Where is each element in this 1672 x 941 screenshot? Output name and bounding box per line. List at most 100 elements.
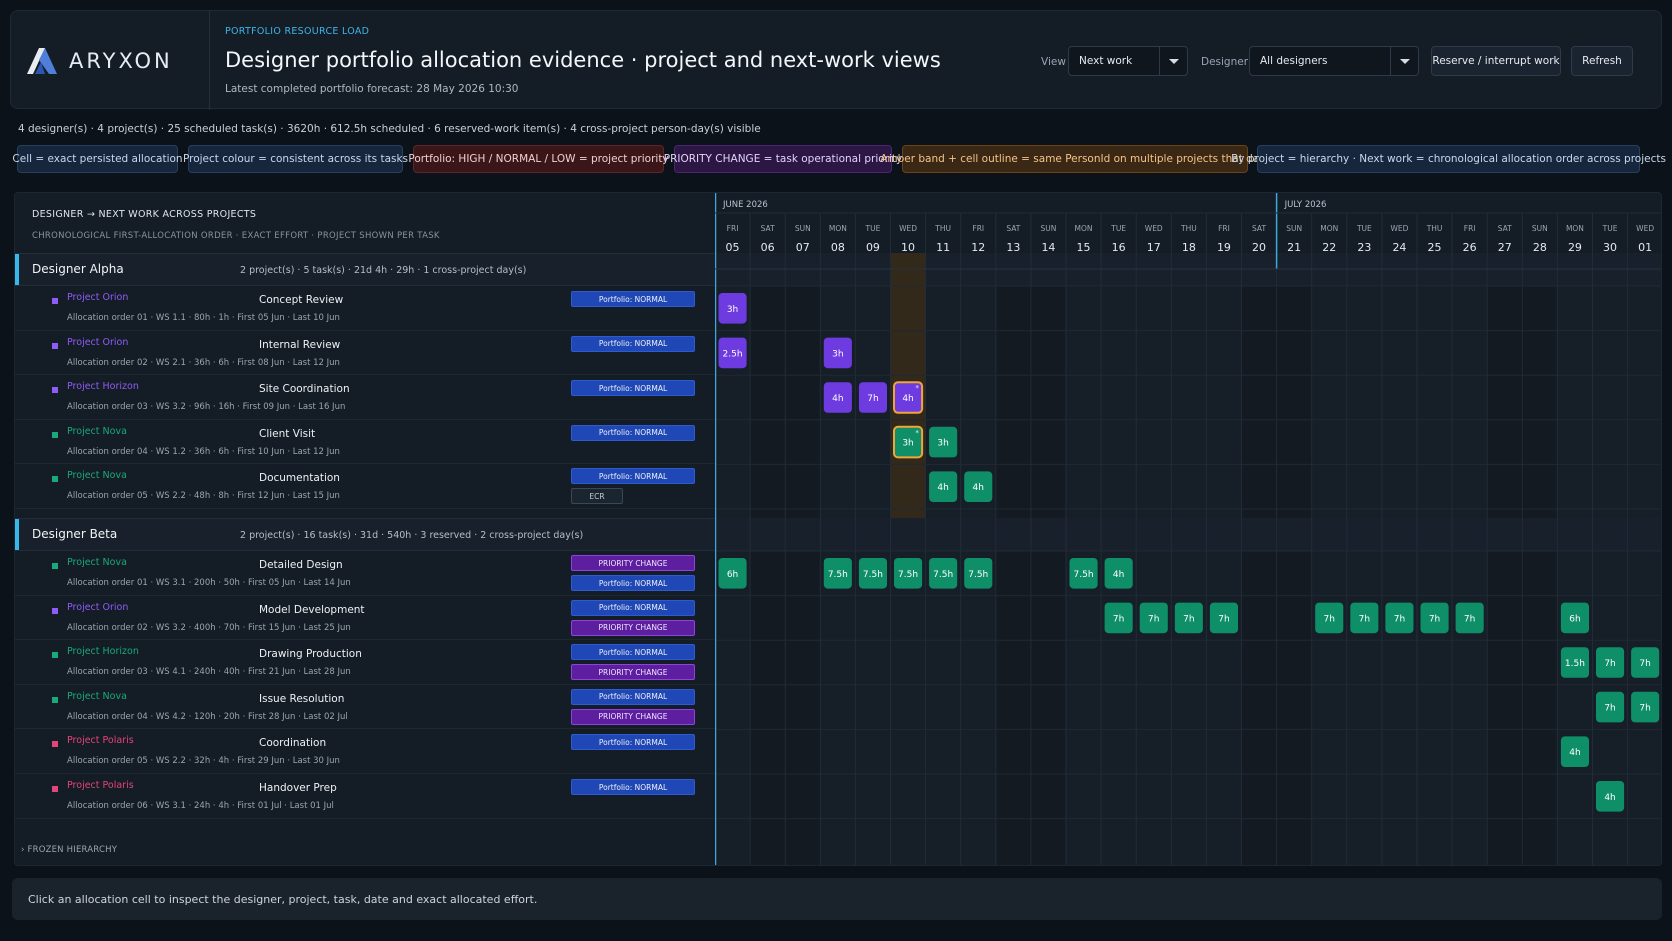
allocation-value: 7h bbox=[1639, 704, 1650, 714]
project-name[interactable]: Project Nova bbox=[67, 690, 127, 702]
allocation-cell[interactable] bbox=[718, 337, 747, 369]
allocation-value: 3h bbox=[902, 439, 913, 449]
task-row[interactable]: Project Orion Concept Review Allocation or… bbox=[15, 286, 715, 331]
allocation-value: 4h bbox=[973, 483, 984, 493]
allocation-cell[interactable] bbox=[1350, 602, 1379, 634]
project-name[interactable]: Project Nova bbox=[67, 557, 127, 568]
task-row[interactable]: Project Polaris Handover Prep Allocation o… bbox=[15, 774, 715, 819]
task-row[interactable]: Project Orion Model Development Allocation… bbox=[15, 596, 715, 641]
allocation-cell[interactable] bbox=[858, 382, 887, 413]
calendar-grid: JUNE 2026 JULY 2026 FRI 05 SAT 06 SUN 07 MON 08 TU… bbox=[715, 193, 1661, 865]
portfolio-summary: 4 designer(s) · 4 project(s) · 25 schedu… bbox=[18, 123, 761, 135]
designer-group-header[interactable]: Designer Alpha 2 project(s) · 5 task(s) ·… bbox=[15, 253, 715, 286]
portfolio-priority-badge: Portfolio: NORMAL bbox=[571, 291, 695, 307]
project-color-swatch bbox=[52, 563, 58, 569]
allocation-cell[interactable] bbox=[1455, 602, 1484, 634]
allocation-cell[interactable] bbox=[1104, 602, 1133, 634]
project-name[interactable]: Project Horizon bbox=[67, 646, 139, 658]
project-name[interactable]: Project Orion bbox=[67, 601, 129, 613]
project-name[interactable]: Project Polaris bbox=[67, 735, 134, 747]
allocation-value: 3h bbox=[727, 305, 738, 315]
reserve-interrupt-button[interactable]: Reserve / interrupt work bbox=[1431, 46, 1561, 76]
task-list: DESIGNER → NEXT WORK ACROSS PROJECTS CHR… bbox=[15, 193, 715, 865]
allocation-value: 3h bbox=[937, 439, 948, 449]
allocation-value: 7h bbox=[1324, 614, 1335, 624]
task-row[interactable]: Project Horizon Drawing Production Allocat… bbox=[15, 640, 715, 685]
allocation-cell[interactable] bbox=[1560, 736, 1589, 767]
task-row[interactable]: Project Nova Client Visit Allocation order… bbox=[15, 420, 715, 465]
weekend-column bbox=[1276, 269, 1312, 865]
allocation-cell[interactable] bbox=[894, 558, 923, 589]
allocation-cell[interactable] bbox=[1174, 602, 1203, 634]
allocation-cell[interactable] bbox=[893, 425, 924, 459]
task-row[interactable]: Project Polaris Coordination Allocation or… bbox=[15, 729, 715, 774]
allocation-cell[interactable] bbox=[1596, 647, 1625, 678]
allocation-cell[interactable] bbox=[718, 558, 747, 589]
allocation-cell[interactable] bbox=[823, 382, 852, 413]
project-name[interactable]: Project Nova bbox=[67, 470, 127, 482]
allocation-cell[interactable] bbox=[1560, 602, 1589, 634]
allocation-cell[interactable] bbox=[1596, 691, 1625, 723]
view-select[interactable]: Next work bbox=[1068, 46, 1188, 76]
frozen-hierarchy-toggle[interactable]: › FROZEN HIERARCHY bbox=[21, 845, 118, 855]
allocation-cell[interactable] bbox=[1209, 602, 1238, 634]
project-name[interactable]: Project Orion bbox=[67, 336, 129, 348]
allocation-cell[interactable] bbox=[858, 558, 887, 589]
allocation-cell[interactable] bbox=[1069, 558, 1098, 589]
allocation-cell[interactable] bbox=[1420, 602, 1449, 634]
day-of-week-label: THU bbox=[1426, 224, 1443, 233]
project-name[interactable]: Project Nova bbox=[67, 425, 127, 437]
allocation-cell[interactable] bbox=[929, 471, 958, 502]
task-name: Model Development bbox=[259, 603, 365, 616]
allocation-cell[interactable] bbox=[929, 558, 958, 589]
allocation-cell[interactable] bbox=[823, 558, 852, 589]
allocation-value: 3h bbox=[832, 349, 843, 359]
project-name[interactable]: Project Orion bbox=[67, 292, 129, 303]
day-of-week-label: SUN bbox=[1041, 224, 1057, 233]
day-number-label: 16 bbox=[1112, 241, 1126, 254]
portfolio-priority-badge: Portfolio: NORMAL bbox=[571, 734, 695, 751]
day-of-week-label: FRI bbox=[972, 224, 984, 233]
allocation-cell[interactable] bbox=[1104, 558, 1133, 589]
designer-group-header[interactable]: Designer Beta 2 project(s) · 16 task(s) ·… bbox=[15, 518, 715, 551]
allocation-cell[interactable] bbox=[1560, 647, 1589, 678]
legend-chip: PRIORITY CHANGE = task operational prior… bbox=[664, 145, 902, 173]
project-name[interactable]: Project Horizon bbox=[67, 381, 139, 393]
allocation-cell[interactable] bbox=[929, 426, 958, 458]
allocation-cell[interactable] bbox=[1631, 691, 1660, 723]
chevron-down-icon[interactable] bbox=[1159, 47, 1187, 75]
allocation-cell[interactable] bbox=[893, 381, 924, 414]
project-name[interactable]: Project Polaris bbox=[67, 780, 134, 791]
task-meta: Allocation order 06 · WS 3.1 · 24h · 4h … bbox=[67, 801, 334, 811]
designer-select[interactable]: All designers bbox=[1249, 46, 1419, 76]
portfolio-priority-badge: Portfolio: NORMAL bbox=[571, 335, 695, 352]
allocation-cell[interactable] bbox=[1385, 602, 1414, 634]
day-number-label: 20 bbox=[1252, 241, 1266, 254]
refresh-button[interactable]: Refresh bbox=[1571, 46, 1633, 76]
day-number-label: 28 bbox=[1533, 241, 1547, 254]
chevron-down-icon[interactable] bbox=[1390, 47, 1418, 75]
allocation-cell[interactable] bbox=[1139, 602, 1168, 634]
allocation-cell[interactable] bbox=[718, 293, 747, 324]
priority-change-badge: PRIORITY CHANGE bbox=[571, 664, 695, 681]
allocation-cell[interactable] bbox=[964, 558, 993, 589]
task-row[interactable]: Project Nova Documentation Allocation orde… bbox=[15, 464, 715, 509]
task-row[interactable]: Project Horizon Site Coordination Allocati… bbox=[15, 375, 715, 420]
task-name: Internal Review bbox=[259, 338, 341, 351]
allocation-cell[interactable] bbox=[1315, 602, 1344, 634]
allocation-cell[interactable] bbox=[1631, 647, 1660, 678]
allocation-cell[interactable] bbox=[1596, 781, 1625, 812]
legend-chip: By project = hierarchy · Next work = chr… bbox=[1231, 145, 1666, 173]
project-color-swatch bbox=[52, 696, 58, 703]
task-row[interactable]: Project Nova Detailed Design Allocation or… bbox=[15, 551, 715, 596]
day-number-label: 18 bbox=[1182, 241, 1196, 254]
day-number-label: 01 bbox=[1638, 241, 1652, 254]
portfolio-priority-badge: Portfolio: NORMAL bbox=[571, 779, 695, 795]
weekend-column bbox=[1487, 269, 1523, 865]
allocation-cell[interactable] bbox=[823, 337, 852, 369]
task-row[interactable]: Project Orion Internal Review Allocation o… bbox=[15, 331, 715, 376]
project-color-swatch bbox=[52, 741, 58, 748]
project-color-swatch bbox=[52, 342, 58, 349]
allocation-cell[interactable] bbox=[964, 471, 993, 502]
task-row[interactable]: Project Nova Issue Resolution Allocation o… bbox=[15, 685, 715, 730]
